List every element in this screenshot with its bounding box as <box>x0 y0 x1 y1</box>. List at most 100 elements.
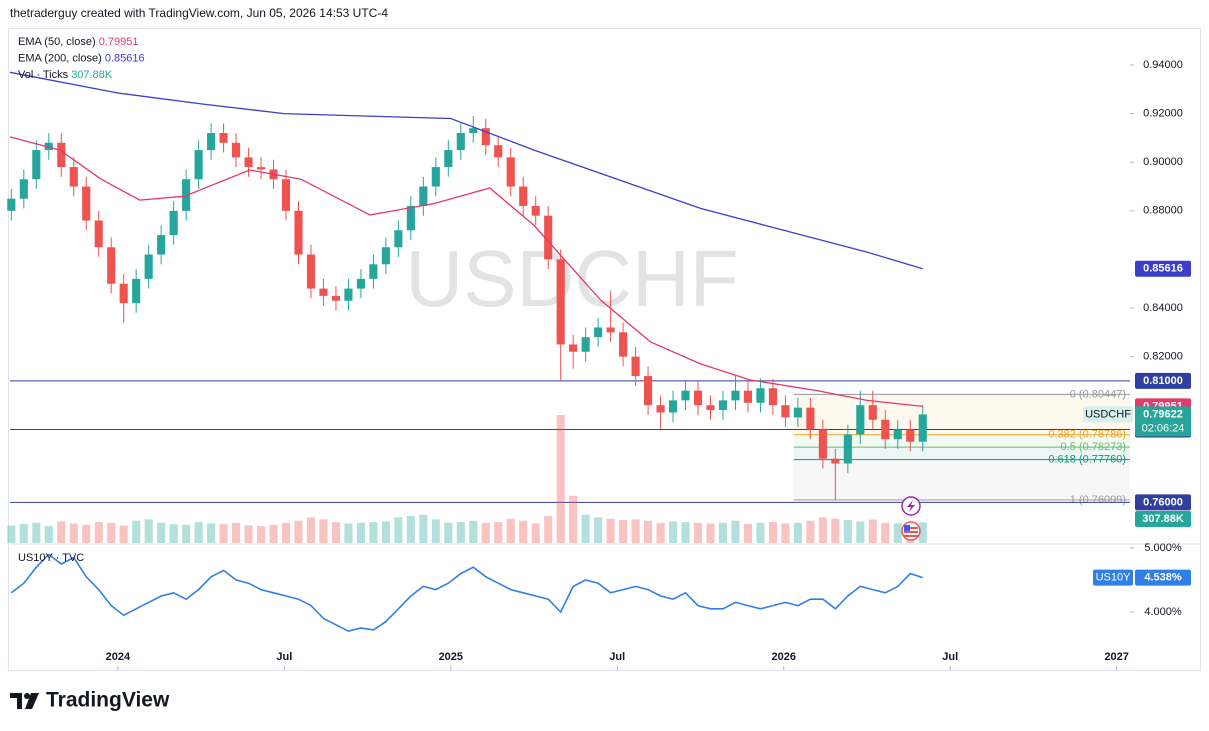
volume-bar <box>506 518 515 543</box>
pane-legend: US10Y · TVC <box>18 552 84 564</box>
candle-body <box>531 205 540 216</box>
volume-bar <box>44 526 53 543</box>
fib-value: (0.77760) <box>1079 454 1126 466</box>
candle-body <box>369 264 378 279</box>
countdown: 02:06:24 <box>1142 422 1185 434</box>
y-tick-label: 0.84000 <box>1143 302 1183 314</box>
fib-value: (0.80447) <box>1079 388 1126 400</box>
candle-body <box>294 210 303 255</box>
volume-bar <box>569 495 578 543</box>
logo-mark <box>24 693 30 699</box>
fib-label: 0.382 (0.78786) <box>1048 429 1126 441</box>
volume-bar <box>656 522 665 543</box>
volume-bar <box>356 522 365 543</box>
volume-bar <box>369 522 378 543</box>
candle-body <box>82 186 91 221</box>
candle-body <box>668 400 678 413</box>
fib-value: (0.78273) <box>1079 441 1126 453</box>
candle-body <box>232 142 241 158</box>
candle-body <box>656 405 665 413</box>
volume-price-label: 307.88K <box>1142 513 1184 525</box>
candle-body <box>69 167 78 187</box>
ema-line <box>9 136 923 408</box>
candle-body <box>219 133 228 143</box>
volume-bar <box>843 520 852 543</box>
header: thetraderguy created with TradingView.co… <box>10 6 388 20</box>
candle-body <box>481 128 490 146</box>
candle-body <box>107 247 116 284</box>
volume-bar <box>381 521 390 543</box>
volume-bar <box>406 516 415 543</box>
volume-bar <box>793 522 802 543</box>
legend-entry: EMA (200, close) 0.85616 <box>18 52 145 64</box>
candle-body <box>681 390 690 401</box>
volume-bar <box>544 516 553 543</box>
volume-bar <box>631 519 640 543</box>
volume-bar <box>644 520 653 543</box>
candle-body <box>132 278 141 304</box>
candle-body <box>881 419 890 440</box>
fib-band <box>793 394 1130 435</box>
volume-bar <box>856 521 865 543</box>
ema-line <box>9 71 923 270</box>
volume-bar <box>107 522 116 543</box>
fib-label: 0.5 (0.78273) <box>1061 441 1126 453</box>
volume-bar <box>7 525 16 543</box>
candle-body <box>818 429 827 459</box>
volume-bar <box>718 522 728 543</box>
volume-bar <box>219 524 228 543</box>
volume-bar <box>144 519 153 543</box>
y-tick-label: 0.88000 <box>1143 205 1183 217</box>
fib-level: 0.382 <box>1048 429 1076 441</box>
fib-label: 1 (0.76099) <box>1070 494 1126 506</box>
last-value-label-box <box>1135 569 1191 586</box>
x-tick-label: 2026 <box>772 651 796 663</box>
candle-body <box>456 133 465 151</box>
candle-body <box>906 429 915 442</box>
candle-body <box>119 283 128 304</box>
candle-body <box>631 356 640 377</box>
fib-level: 1 <box>1070 494 1076 506</box>
volume-bar <box>893 523 902 543</box>
hline-price-label: 0.76000 <box>1143 496 1183 508</box>
volume-bar <box>256 526 266 543</box>
candle-body <box>644 376 653 406</box>
fib-level: 0.618 <box>1048 454 1076 466</box>
candle-body <box>793 407 802 418</box>
candle-body <box>693 390 703 406</box>
flag-stripe <box>904 527 918 529</box>
hline-price-label-box <box>1135 494 1191 511</box>
candle-body <box>44 142 53 151</box>
volume-bar <box>494 522 503 543</box>
y-tick-label: 5.000% <box>1144 542 1182 554</box>
candle-body <box>606 327 615 333</box>
x-tick-label: 2024 <box>106 651 131 663</box>
legend-name: EMA (200, close) <box>18 52 102 64</box>
volume-bar <box>119 525 128 543</box>
candle-body <box>331 295 341 301</box>
volume-bar <box>232 522 241 543</box>
volume-bar <box>556 415 565 543</box>
volume-bar <box>319 519 328 543</box>
candle-body <box>706 405 715 411</box>
volume-bar <box>743 524 753 543</box>
candle-body <box>494 145 503 158</box>
candle-body <box>506 157 515 187</box>
candle-body <box>7 198 16 211</box>
volume-bar <box>57 521 66 543</box>
y-tick-label: 0.90000 <box>1143 156 1183 168</box>
volume-bar <box>756 522 765 543</box>
volume-bar <box>157 522 166 543</box>
candle-body <box>32 150 41 180</box>
volume-bar <box>294 520 303 543</box>
candle-body <box>831 458 840 464</box>
volume-bar <box>619 520 628 543</box>
volume-bar <box>681 522 690 543</box>
y-tick-label: 0.92000 <box>1143 108 1183 120</box>
candle-body <box>594 327 603 338</box>
logo-mark <box>25 693 39 709</box>
volume-bar <box>768 522 777 543</box>
candle-body <box>619 332 628 357</box>
logo-text: TradingView <box>46 689 170 712</box>
